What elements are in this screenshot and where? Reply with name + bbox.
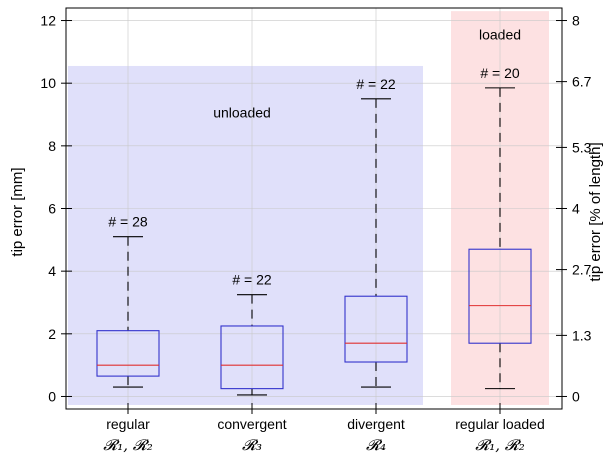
box-iqr xyxy=(220,325,284,390)
count-label: # = 28 xyxy=(108,214,148,230)
box-iqr xyxy=(96,330,160,377)
right-y-axis-label: tip error [% of length] xyxy=(587,142,604,281)
category-sublabel: 𝓡₄ xyxy=(366,436,386,454)
count-label: # = 20 xyxy=(480,65,520,81)
category-label: divergent xyxy=(347,416,405,432)
left-tick-label: 4 xyxy=(48,263,56,279)
left-tick-label: 10 xyxy=(40,75,56,91)
boxes-layer: # = 28 # = 22 # = 22 # = 20 xyxy=(96,65,532,396)
right-tick-label: 1.3 xyxy=(572,327,592,343)
right-tick-label: 8 xyxy=(572,13,580,29)
count-label: # = 22 xyxy=(356,76,396,92)
category-sublabel: 𝓡₁, 𝓡₂ xyxy=(103,436,153,454)
left-tick-label: 8 xyxy=(48,138,56,154)
left-tick-label: 12 xyxy=(40,13,56,29)
region-label-unloaded: unloaded xyxy=(213,105,271,121)
right-tick-label: 5.3 xyxy=(572,139,592,155)
right-tick-label: 0 xyxy=(572,388,580,404)
right-tick-label: 6.7 xyxy=(572,74,592,90)
box-iqr xyxy=(468,248,532,344)
category-label: regular xyxy=(106,416,150,432)
category-label: regular loaded xyxy=(455,416,545,432)
right-tick-label: 4 xyxy=(572,201,580,217)
axes-layer: 0 2 4 6 8 10 12 0 1.3 2.7 4 5.3 6.7 8 regular 𝓡₁, 𝓡₂ con… xyxy=(40,7,592,454)
left-tick-label: 6 xyxy=(48,201,56,217)
region-unloaded xyxy=(68,65,423,405)
left-tick-label: 2 xyxy=(48,326,56,342)
category-sublabel: 𝓡₁, 𝓡₂ xyxy=(475,436,525,454)
count-label: # = 22 xyxy=(232,272,272,288)
right-tick-label: 2.7 xyxy=(572,262,592,278)
left-y-axis-label: tip error [mm] xyxy=(9,167,26,256)
box-iqr xyxy=(344,295,408,363)
left-tick-label: 0 xyxy=(48,388,56,404)
category-label: convergent xyxy=(217,416,286,432)
category-sublabel: 𝓡₃ xyxy=(242,436,262,454)
